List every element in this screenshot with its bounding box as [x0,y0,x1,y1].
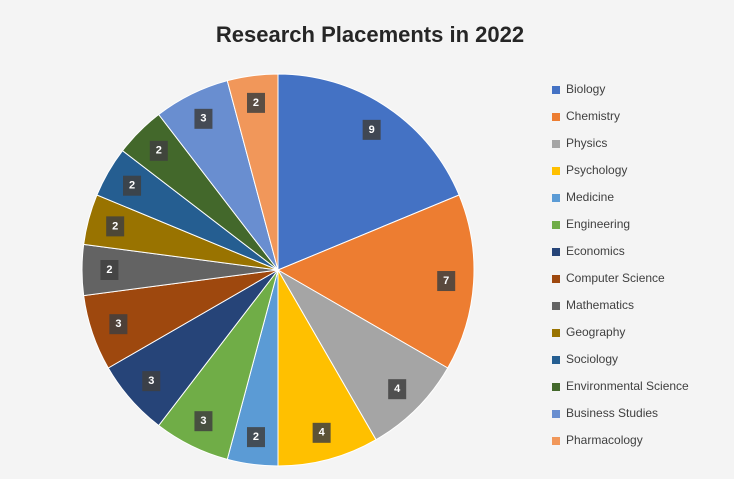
legend-label: Environmental Science [566,379,689,393]
data-label-box [246,92,265,113]
data-label: 3 [200,415,206,427]
legend-swatch [552,167,560,175]
legend-label: Medicine [566,190,614,204]
data-label: 2 [112,220,118,232]
data-label-box [149,140,168,161]
data-label: 4 [319,427,326,439]
chart-title: Research Placements in 2022 [216,22,524,47]
legend-label: Chemistry [566,109,620,123]
data-label: 3 [200,113,206,125]
legend-swatch [552,248,560,256]
legend-swatch [552,221,560,229]
legend-label: Computer Science [566,271,665,285]
data-label: 2 [129,180,135,192]
data-label-box [388,379,407,400]
legend-label: Sociology [566,352,618,366]
legend-swatch [552,437,560,445]
data-label: 2 [156,145,162,157]
data-label: 2 [253,431,259,443]
legend-label: Pharmacology [566,433,643,447]
data-label: 7 [443,275,449,287]
data-label-box [194,411,213,432]
legend-label: Geography [566,325,625,339]
pie-slice [277,268,377,467]
pie-slice [226,73,279,271]
legend-label: Mathematics [566,298,634,312]
legend-swatch [552,383,560,391]
legend-label: Psychology [566,163,627,177]
legend-swatch [552,275,560,283]
data-label-box [362,119,381,140]
data-label-box [106,216,125,237]
legend-swatch [552,86,560,94]
data-label: 3 [115,318,121,330]
legend-swatch [552,140,560,148]
legend-swatch [552,194,560,202]
data-label-box [123,175,142,196]
pie-slice [276,194,475,369]
legend-swatch [552,113,560,121]
legend-swatch [552,329,560,337]
legend-label: Physics [566,136,607,150]
data-label: 9 [369,124,375,136]
data-label-box [109,314,128,335]
data-label: 2 [106,264,112,276]
legend-swatch [552,302,560,310]
data-label-box [100,260,119,280]
data-label: 2 [253,97,259,109]
data-label: 3 [148,375,154,387]
data-label-box [194,108,213,129]
legend-label: Economics [566,244,625,258]
legend-swatch [552,356,560,364]
data-label-box [246,427,265,448]
legend-label: Biology [566,82,605,96]
legend-label: Business Studies [566,406,658,420]
data-label-box [312,422,331,443]
legend-label: Engineering [566,217,630,231]
data-label: 4 [394,383,401,395]
data-label-box [142,371,161,392]
pie-slice [277,73,460,271]
legend-swatch [552,410,560,418]
data-label-box [437,271,456,292]
